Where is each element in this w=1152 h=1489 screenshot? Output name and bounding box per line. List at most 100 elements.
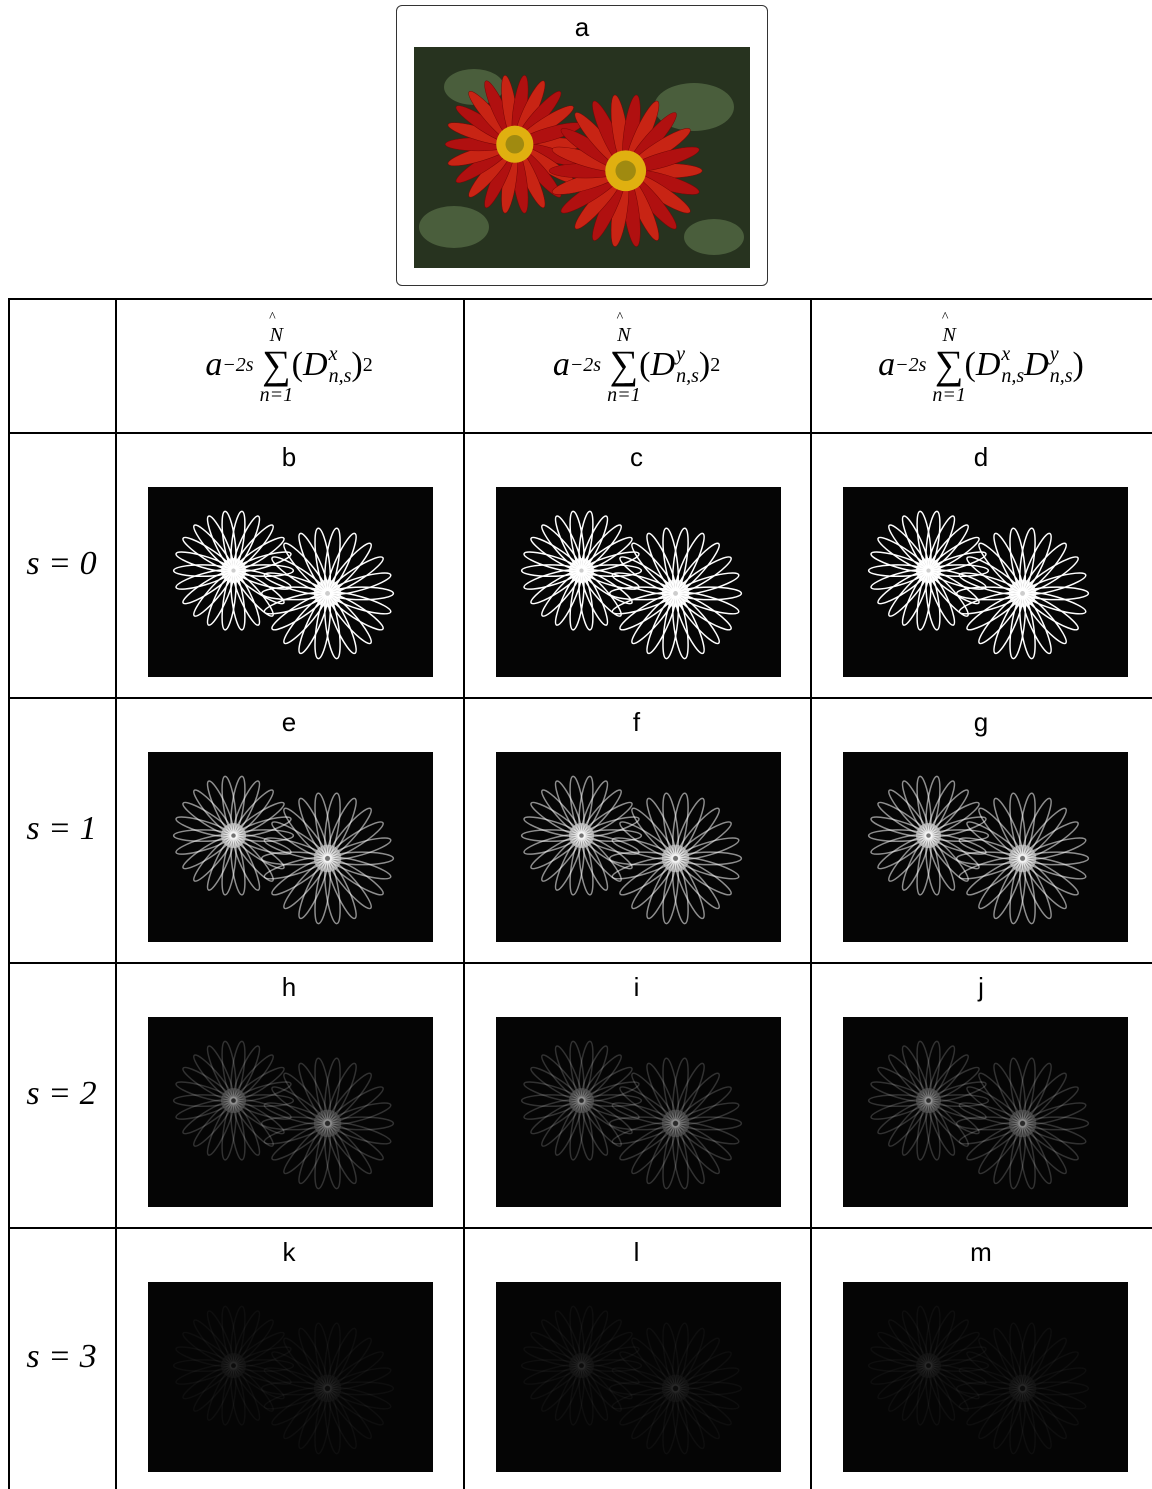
flower-center [569,823,594,848]
background [496,752,781,942]
flower-center [662,1110,690,1138]
column-rule [8,298,10,1489]
background [148,752,433,942]
page: a a−2sN∑n=1^(Dxn,s)2a−2sN∑n=1^(Dyn,s)2a−… [0,0,1152,1489]
background [148,487,433,677]
panel-image [496,1282,781,1472]
row-rule [8,697,1152,699]
panel-label: e [115,707,463,738]
factor-indices: xn,s [1001,343,1024,387]
factor-sup: x [329,343,352,365]
flower-center [221,558,246,583]
panel-image [843,1282,1128,1472]
sum-lower: n=1 [260,385,294,405]
table: a−2sN∑n=1^(Dxn,s)2a−2sN∑n=1^(Dyn,s)2a−2s… [0,0,1152,1489]
formula: a−2sN∑n=1^(Dyn,s)2 [463,298,810,432]
flower-center [916,823,941,848]
hat: ^ [617,310,624,326]
row-rule [8,432,1152,434]
flower-center [916,1353,941,1378]
panel-image [496,1017,781,1207]
sum-lower: n=1 [607,385,641,405]
panel-label: i [463,972,810,1003]
coef: a [878,346,895,384]
background [496,487,781,677]
factor-indices: yn,s [1050,343,1073,387]
close-paren: ) [351,346,362,384]
factor-sub: n,s [1050,365,1073,387]
panel-image [496,487,781,677]
factor-base: D [651,346,676,384]
summation: N∑n=1 [932,325,966,405]
power: 2 [363,354,373,377]
column-rule [463,298,465,1489]
factor-base: D [1024,346,1049,384]
factor-base: D [976,346,1001,384]
flower-center [314,1110,342,1138]
factor-indices: xn,s [329,343,352,387]
background [496,1017,781,1207]
flower-center [662,580,690,608]
background [148,1282,433,1472]
flower-center [221,823,246,848]
coef-exponent: −2s [570,354,601,377]
flower-center [916,1088,941,1113]
panel-image [148,1282,433,1472]
sum-sign: ∑ [262,345,291,385]
summation: N∑n=1 [260,325,294,405]
row-label: s = 2 [8,1075,115,1113]
formula: a−2sN∑n=1^(Dxn,sDyn,s) [810,298,1152,432]
coef-exponent: −2s [222,354,253,377]
row-rule [8,1227,1152,1229]
column-rule [810,298,812,1489]
open-paren: ( [964,346,975,384]
sum-sign: ∑ [610,345,639,385]
close-paren: ) [699,346,710,384]
background [843,1282,1128,1472]
panel-image [148,1017,433,1207]
column-rule [115,298,117,1489]
factor-base: D [303,346,328,384]
hat: ^ [942,310,949,326]
flower-center [221,1088,246,1113]
background [843,487,1128,677]
panel-label: c [463,442,810,473]
panel-label: h [115,972,463,1003]
row-label: s = 1 [8,810,115,848]
power: 2 [710,354,720,377]
factor-sup: y [676,343,699,365]
flower-center [569,1353,594,1378]
panel-image [843,1017,1128,1207]
panel-image [843,487,1128,677]
flower-center [221,1353,246,1378]
panel-label: d [810,442,1152,473]
panel-label: f [463,707,810,738]
factor-sup: x [1001,343,1024,365]
row-label: s = 0 [8,545,115,583]
flower-center [1009,1110,1037,1138]
factor-indices: yn,s [676,343,699,387]
coef-exponent: −2s [895,354,926,377]
panel-label: b [115,442,463,473]
flower-center [569,558,594,583]
flower-center [662,845,690,873]
panel-image [496,752,781,942]
flower-center [916,558,941,583]
factor-sub: n,s [1001,365,1024,387]
coef: a [553,346,570,384]
background [843,752,1128,942]
hat: ^ [269,310,276,326]
factor-sup: y [1050,343,1073,365]
background [843,1017,1128,1207]
panel-label: g [810,707,1152,738]
panel-label: m [810,1237,1152,1268]
coef: a [205,346,222,384]
panel-image [843,752,1128,942]
row-label: s = 3 [8,1338,115,1376]
flower-center [1009,845,1037,873]
panel-label: l [463,1237,810,1268]
panel-label: j [810,972,1152,1003]
open-paren: ( [639,346,650,384]
factor-sub: n,s [329,365,352,387]
